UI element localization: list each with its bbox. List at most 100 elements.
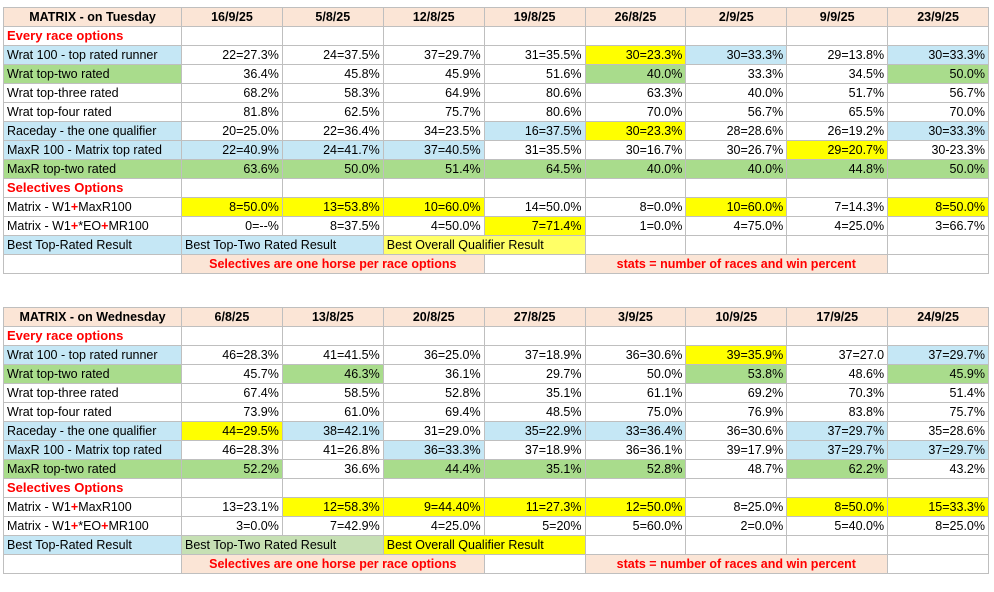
empty-cell[interactable]: [3, 254, 182, 274]
row-label[interactable]: MaxR 100 - Matrix top rated: [3, 140, 182, 160]
row-label[interactable]: MaxR 100 - Matrix top rated: [3, 440, 182, 460]
empty-cell[interactable]: [887, 235, 989, 255]
empty-cell[interactable]: [281, 26, 384, 46]
value-cell[interactable]: 61.0%: [281, 402, 384, 422]
empty-cell[interactable]: [483, 178, 586, 198]
value-cell[interactable]: 69.2%: [685, 383, 788, 403]
empty-cell[interactable]: [685, 535, 788, 555]
value-cell[interactable]: 41=26.8%: [281, 440, 384, 460]
empty-cell[interactable]: [786, 326, 889, 346]
value-cell[interactable]: 35=28.6%: [887, 421, 989, 441]
empty-cell[interactable]: [483, 254, 586, 274]
value-cell[interactable]: 29.7%: [483, 364, 586, 384]
value-cell[interactable]: 39=17.9%: [685, 440, 788, 460]
empty-cell[interactable]: [281, 326, 384, 346]
value-cell[interactable]: 44.8%: [786, 159, 889, 179]
date-header[interactable]: 12/8/25: [382, 7, 485, 27]
value-cell[interactable]: 5=20%: [483, 516, 586, 536]
empty-cell[interactable]: [181, 326, 283, 346]
table-title[interactable]: MATRIX - on Tuesday: [3, 7, 182, 27]
empty-cell[interactable]: [181, 178, 283, 198]
empty-cell[interactable]: [483, 26, 586, 46]
value-cell[interactable]: 63.3%: [584, 83, 687, 103]
value-cell[interactable]: 30=16.7%: [584, 140, 687, 160]
row-label[interactable]: Raceday - the one qualifier: [3, 121, 182, 141]
row-label[interactable]: Wrat top-two rated: [3, 64, 182, 84]
value-cell[interactable]: 76.9%: [685, 402, 788, 422]
selectives-label[interactable]: Matrix - W1+MaxR100: [3, 497, 182, 517]
value-cell[interactable]: 37=29.7%: [786, 440, 889, 460]
row-label[interactable]: Wrat top-three rated: [3, 83, 182, 103]
empty-cell[interactable]: [584, 26, 687, 46]
note-selectives[interactable]: Selectives are one horse per race option…: [181, 554, 485, 574]
value-cell[interactable]: 31=29.0%: [382, 421, 485, 441]
empty-cell[interactable]: [786, 178, 889, 198]
value-cell[interactable]: 50.0%: [887, 159, 989, 179]
date-header[interactable]: 5/8/25: [281, 7, 384, 27]
section-heading-every-race[interactable]: Every race options: [3, 326, 182, 346]
value-cell[interactable]: 36=36.1%: [584, 440, 687, 460]
value-cell[interactable]: 75.7%: [887, 402, 989, 422]
empty-cell[interactable]: [3, 554, 182, 574]
value-cell[interactable]: 37=18.9%: [483, 345, 586, 365]
section-heading-selectives[interactable]: Selectives Options: [3, 178, 182, 198]
value-cell[interactable]: 7=14.3%: [786, 197, 889, 217]
value-cell[interactable]: 22=27.3%: [181, 45, 283, 65]
value-cell[interactable]: 40.0%: [685, 83, 788, 103]
value-cell[interactable]: 8=50.0%: [181, 197, 283, 217]
value-cell[interactable]: 36.1%: [382, 364, 485, 384]
value-cell[interactable]: 8=50.0%: [887, 197, 989, 217]
value-cell[interactable]: 30-23.3%: [887, 140, 989, 160]
empty-cell[interactable]: [584, 235, 687, 255]
value-cell[interactable]: 62.2%: [786, 459, 889, 479]
value-cell[interactable]: 45.9%: [887, 364, 989, 384]
value-cell[interactable]: 20=25.0%: [181, 121, 283, 141]
value-cell[interactable]: 45.7%: [181, 364, 283, 384]
value-cell[interactable]: 24=41.7%: [281, 140, 384, 160]
legend-best-top-two[interactable]: Best Top-Two Rated Result: [181, 535, 384, 555]
empty-cell[interactable]: [685, 26, 788, 46]
value-cell[interactable]: 46.3%: [281, 364, 384, 384]
value-cell[interactable]: 50.0%: [281, 159, 384, 179]
value-cell[interactable]: 26=19.2%: [786, 121, 889, 141]
value-cell[interactable]: 46=28.3%: [181, 440, 283, 460]
value-cell[interactable]: 51.4%: [382, 159, 485, 179]
value-cell[interactable]: 39=35.9%: [685, 345, 788, 365]
value-cell[interactable]: 51.7%: [786, 83, 889, 103]
empty-cell[interactable]: [483, 478, 586, 498]
value-cell[interactable]: 75.0%: [584, 402, 687, 422]
empty-cell[interactable]: [786, 235, 889, 255]
value-cell[interactable]: 62.5%: [281, 102, 384, 122]
value-cell[interactable]: 22=36.4%: [281, 121, 384, 141]
value-cell[interactable]: 30=33.3%: [887, 121, 989, 141]
empty-cell[interactable]: [887, 254, 989, 274]
value-cell[interactable]: 4=75.0%: [685, 216, 788, 236]
value-cell[interactable]: 52.2%: [181, 459, 283, 479]
value-cell[interactable]: 33.3%: [685, 64, 788, 84]
date-header[interactable]: 17/9/25: [786, 307, 889, 327]
value-cell[interactable]: 35.1%: [483, 383, 586, 403]
value-cell[interactable]: 52.8%: [584, 459, 687, 479]
value-cell[interactable]: 4=50.0%: [382, 216, 485, 236]
note-selectives[interactable]: Selectives are one horse per race option…: [181, 254, 485, 274]
value-cell[interactable]: 53.8%: [685, 364, 788, 384]
value-cell[interactable]: 50.0%: [887, 64, 989, 84]
value-cell[interactable]: 24=37.5%: [281, 45, 384, 65]
value-cell[interactable]: 11=27.3%: [483, 497, 586, 517]
value-cell[interactable]: 15=33.3%: [887, 497, 989, 517]
value-cell[interactable]: 35=22.9%: [483, 421, 586, 441]
value-cell[interactable]: 69.4%: [382, 402, 485, 422]
value-cell[interactable]: 52.8%: [382, 383, 485, 403]
value-cell[interactable]: 2=0.0%: [685, 516, 788, 536]
empty-cell[interactable]: [382, 326, 485, 346]
value-cell[interactable]: 5=60.0%: [584, 516, 687, 536]
value-cell[interactable]: 36=33.3%: [382, 440, 485, 460]
value-cell[interactable]: 35.1%: [483, 459, 586, 479]
value-cell[interactable]: 63.6%: [181, 159, 283, 179]
value-cell[interactable]: 38=42.1%: [281, 421, 384, 441]
value-cell[interactable]: 37=29.7%: [786, 421, 889, 441]
value-cell[interactable]: 56.7%: [887, 83, 989, 103]
value-cell[interactable]: 67.4%: [181, 383, 283, 403]
value-cell[interactable]: 22=40.9%: [181, 140, 283, 160]
date-header[interactable]: 9/9/25: [786, 7, 889, 27]
